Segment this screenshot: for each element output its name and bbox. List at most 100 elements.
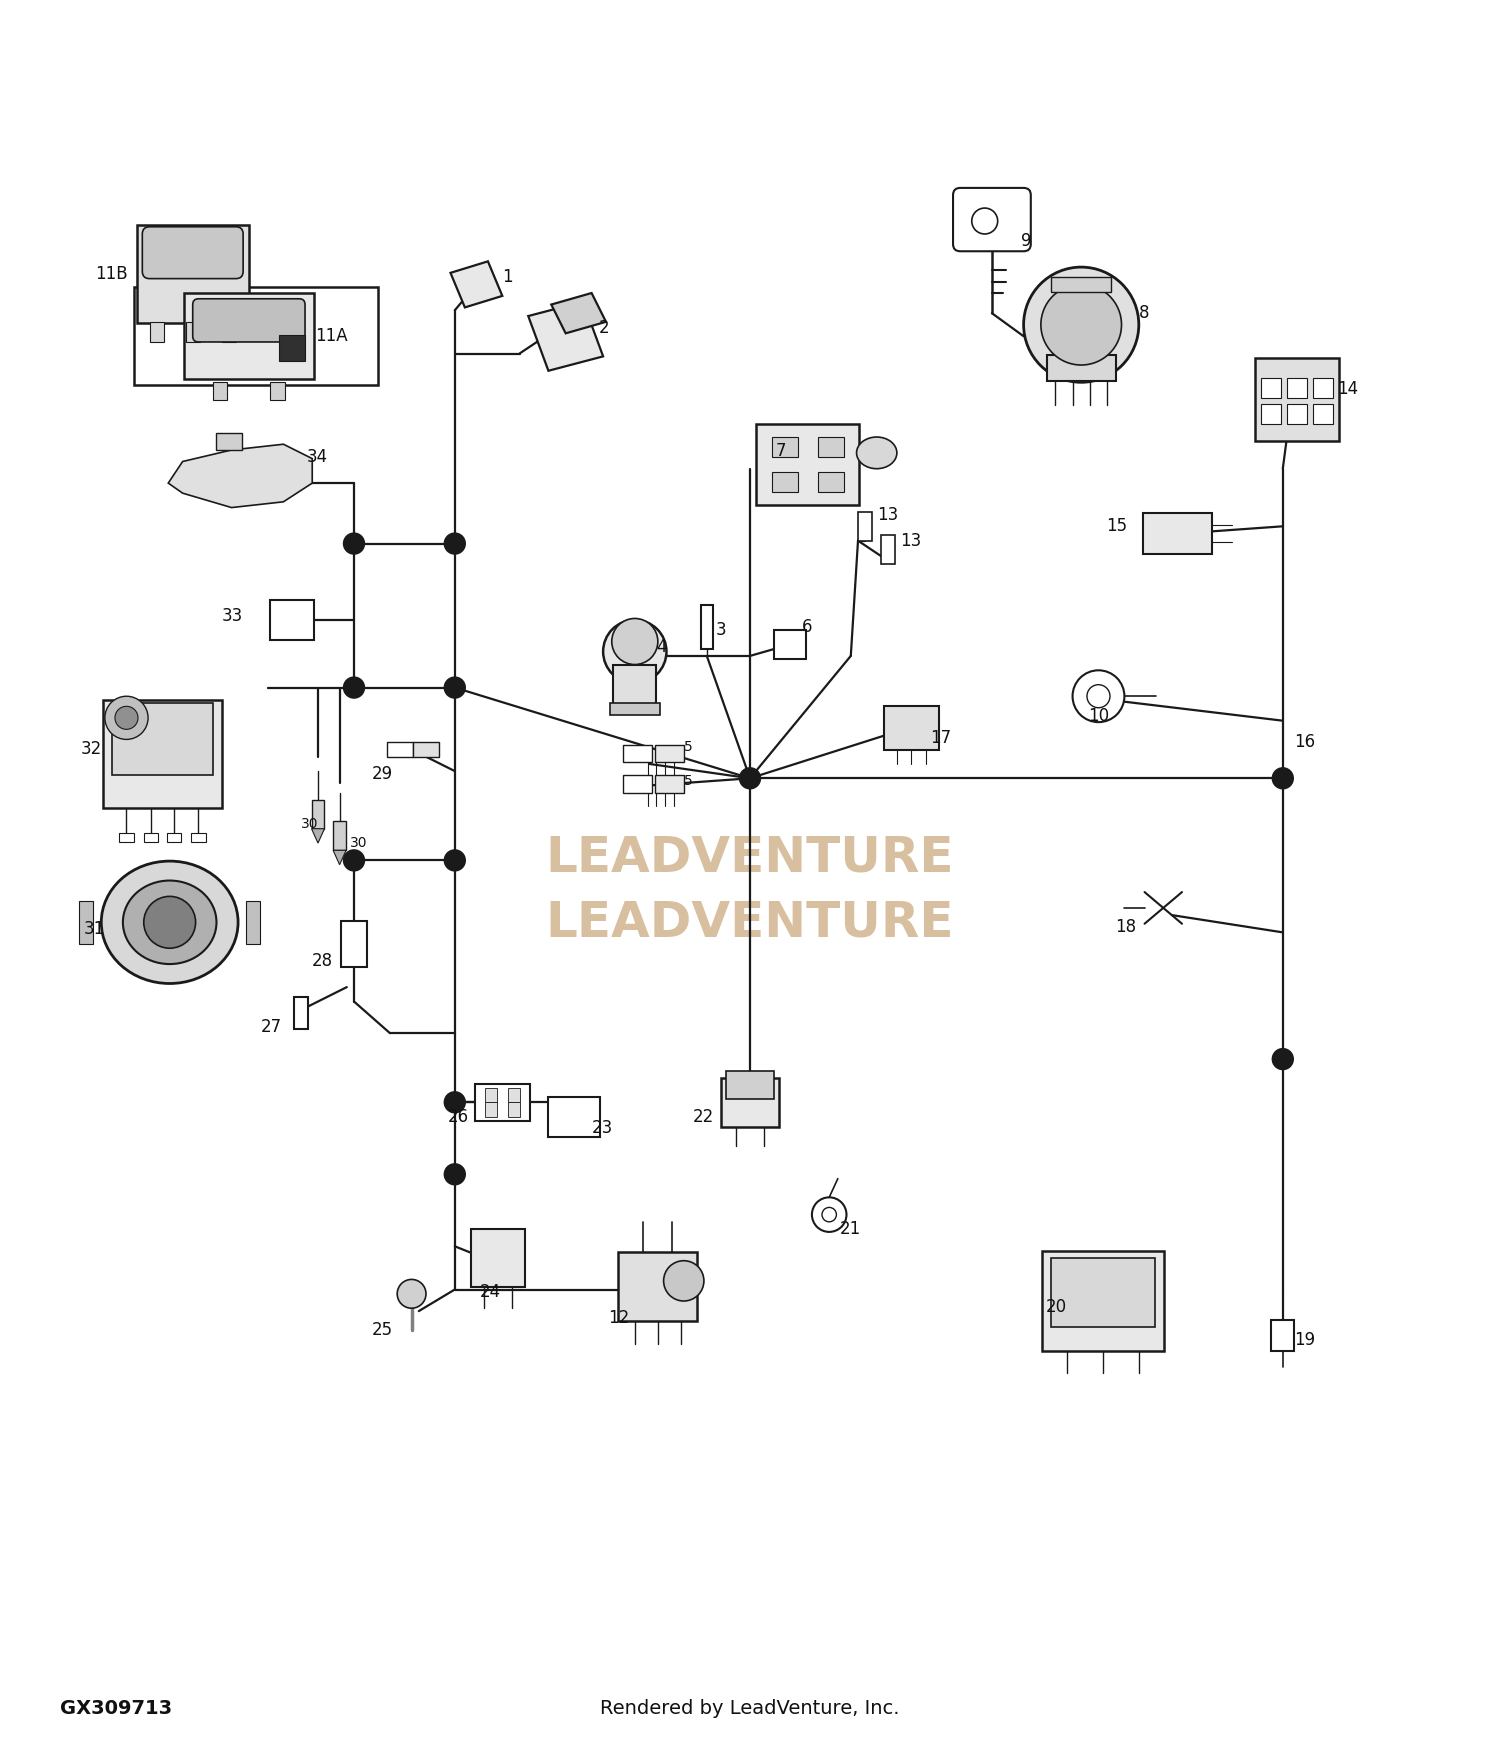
- Bar: [656, 746, 684, 763]
- Circle shape: [444, 534, 465, 553]
- Bar: [1312, 404, 1334, 423]
- Circle shape: [822, 1208, 837, 1222]
- Bar: [484, 1088, 496, 1102]
- Text: 32: 32: [81, 740, 102, 758]
- Text: 12: 12: [608, 1309, 628, 1326]
- Bar: [186, 322, 200, 341]
- Ellipse shape: [856, 438, 897, 469]
- Polygon shape: [168, 444, 312, 507]
- Text: 9: 9: [1020, 233, 1031, 250]
- Text: LEADVENTURE: LEADVENTURE: [546, 833, 954, 882]
- Bar: [476, 1083, 530, 1122]
- Bar: [120, 833, 134, 842]
- Circle shape: [144, 896, 195, 948]
- Bar: [618, 1251, 698, 1321]
- Bar: [166, 833, 182, 842]
- FancyBboxPatch shape: [142, 228, 243, 278]
- Text: 16: 16: [1294, 733, 1316, 751]
- Text: 21: 21: [840, 1220, 861, 1237]
- Bar: [1312, 378, 1334, 399]
- Circle shape: [344, 850, 364, 870]
- Ellipse shape: [123, 880, 216, 964]
- Bar: [471, 1228, 525, 1286]
- Bar: [134, 287, 378, 385]
- Bar: [700, 606, 712, 649]
- Text: 10: 10: [1088, 707, 1108, 726]
- FancyBboxPatch shape: [192, 299, 304, 341]
- Text: 6: 6: [802, 618, 813, 635]
- Text: 4: 4: [657, 639, 668, 656]
- Text: 31: 31: [84, 920, 105, 938]
- Bar: [880, 536, 896, 564]
- Bar: [294, 997, 307, 1029]
- Circle shape: [116, 707, 138, 730]
- Bar: [771, 438, 798, 457]
- Polygon shape: [552, 292, 606, 332]
- Bar: [144, 833, 158, 842]
- Text: 2: 2: [598, 318, 609, 336]
- Text: 24: 24: [480, 1283, 501, 1302]
- Bar: [858, 513, 873, 541]
- Text: 13: 13: [876, 506, 898, 523]
- Text: 28: 28: [312, 952, 333, 970]
- Bar: [1047, 355, 1116, 382]
- Circle shape: [603, 620, 666, 682]
- Bar: [1262, 378, 1281, 399]
- Text: 18: 18: [1114, 917, 1136, 936]
- Bar: [1272, 1320, 1294, 1351]
- Circle shape: [740, 768, 760, 789]
- Circle shape: [812, 1197, 846, 1232]
- Text: 22: 22: [693, 1108, 714, 1125]
- Bar: [1052, 276, 1112, 292]
- Text: 7: 7: [776, 443, 786, 460]
- Bar: [818, 438, 843, 457]
- Circle shape: [1023, 268, 1138, 382]
- Bar: [1287, 378, 1308, 399]
- Text: 5: 5: [684, 740, 693, 754]
- Text: GX309713: GX309713: [60, 1699, 172, 1718]
- Circle shape: [972, 208, 998, 235]
- Circle shape: [344, 677, 364, 698]
- Bar: [1143, 513, 1212, 553]
- Text: 15: 15: [1106, 518, 1128, 536]
- Text: 1: 1: [503, 268, 513, 287]
- Bar: [726, 1071, 774, 1099]
- Bar: [104, 700, 222, 808]
- Polygon shape: [528, 301, 603, 371]
- Text: 13: 13: [900, 532, 921, 550]
- Polygon shape: [312, 830, 324, 844]
- Text: 26: 26: [448, 1108, 470, 1125]
- FancyBboxPatch shape: [952, 187, 1030, 252]
- Text: 5: 5: [684, 774, 693, 788]
- Bar: [333, 821, 346, 850]
- Bar: [222, 322, 236, 341]
- Circle shape: [444, 1092, 465, 1113]
- Circle shape: [344, 534, 364, 553]
- Bar: [192, 833, 206, 842]
- Bar: [624, 746, 652, 763]
- Text: Rendered by LeadVenture, Inc.: Rendered by LeadVenture, Inc.: [600, 1699, 900, 1718]
- Bar: [1256, 357, 1340, 441]
- Bar: [312, 800, 324, 829]
- Text: 25: 25: [372, 1321, 393, 1339]
- Bar: [184, 292, 314, 380]
- Bar: [656, 775, 684, 793]
- Text: 30: 30: [350, 836, 368, 850]
- Bar: [774, 630, 806, 658]
- Circle shape: [444, 677, 465, 698]
- Text: LEADVENTURE: LEADVENTURE: [546, 898, 954, 947]
- Bar: [340, 920, 368, 968]
- Text: 33: 33: [222, 607, 243, 625]
- Bar: [624, 775, 652, 793]
- Bar: [112, 704, 213, 775]
- Text: 17: 17: [930, 730, 951, 747]
- Bar: [884, 707, 939, 749]
- Bar: [270, 600, 314, 640]
- Text: 14: 14: [1338, 380, 1359, 399]
- Circle shape: [1088, 684, 1110, 707]
- Polygon shape: [333, 850, 346, 864]
- Circle shape: [105, 696, 148, 740]
- Text: 34: 34: [306, 448, 327, 466]
- Text: 27: 27: [261, 1018, 282, 1036]
- Bar: [150, 322, 164, 341]
